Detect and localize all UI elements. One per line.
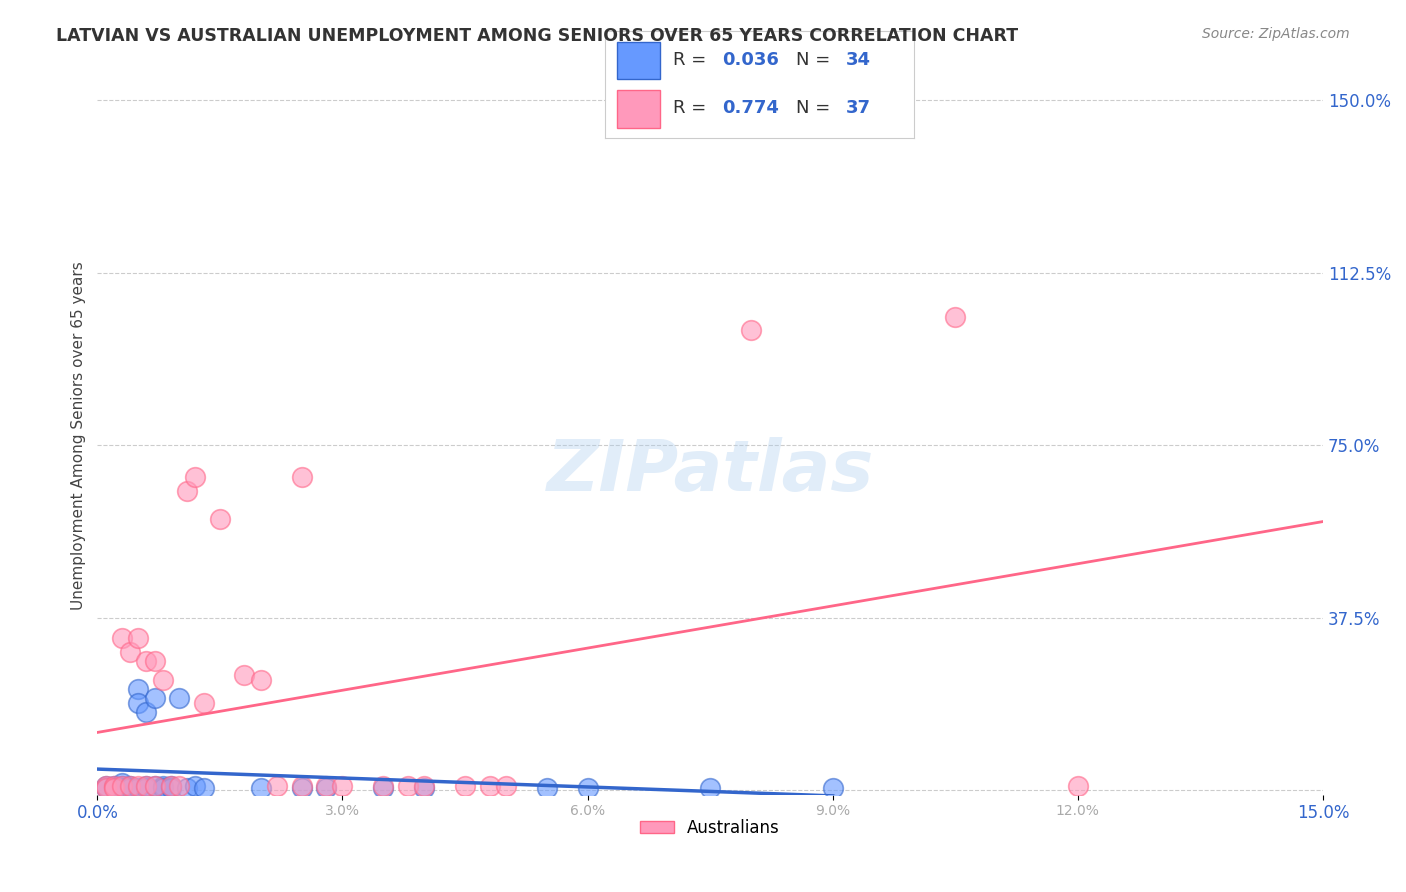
Point [143, 654, 166, 668]
Point [135, 779, 157, 793]
Point [396, 779, 419, 793]
Point [208, 512, 231, 526]
Text: Source: ZipAtlas.com: Source: ZipAtlas.com [1202, 27, 1350, 41]
Point [111, 632, 134, 646]
Point [176, 780, 198, 795]
Point [118, 645, 141, 659]
Point [478, 779, 501, 793]
Point [176, 484, 198, 499]
Point [821, 780, 844, 795]
Point [249, 673, 271, 687]
Point [103, 779, 125, 793]
Point [103, 780, 125, 795]
Point [160, 780, 183, 795]
Text: 34: 34 [846, 51, 870, 69]
Point [373, 780, 395, 795]
Text: N =: N = [796, 99, 837, 117]
Text: 37: 37 [846, 99, 870, 117]
Point [135, 705, 157, 719]
Point [291, 470, 314, 484]
Point [315, 779, 337, 793]
Point [111, 779, 134, 793]
Point [143, 779, 166, 793]
Point [118, 779, 141, 793]
Point [315, 780, 337, 795]
Point [127, 779, 149, 793]
Point [249, 780, 271, 795]
Point [167, 779, 190, 793]
FancyBboxPatch shape [617, 42, 661, 79]
Point [94, 779, 117, 793]
Point [160, 779, 183, 793]
Y-axis label: Unemployment Among Seniors over 65 years: Unemployment Among Seniors over 65 years [72, 261, 86, 610]
Point [373, 779, 395, 793]
Point [699, 780, 721, 795]
Point [152, 779, 174, 793]
Point [94, 780, 117, 795]
Point [495, 779, 517, 793]
Point [413, 779, 436, 793]
Point [160, 779, 183, 793]
Point [118, 779, 141, 793]
Point [332, 779, 354, 793]
Text: LATVIAN VS AUSTRALIAN UNEMPLOYMENT AMONG SENIORS OVER 65 YEARS CORRELATION CHART: LATVIAN VS AUSTRALIAN UNEMPLOYMENT AMONG… [56, 27, 1018, 45]
Text: 0.036: 0.036 [723, 51, 779, 69]
Point [193, 696, 215, 710]
Point [266, 779, 288, 793]
Point [118, 780, 141, 795]
Point [536, 780, 558, 795]
Point [152, 780, 174, 795]
Point [135, 654, 157, 668]
Point [152, 673, 174, 687]
Legend: Australians: Australians [634, 813, 786, 844]
Point [111, 776, 134, 790]
FancyBboxPatch shape [617, 90, 661, 128]
Point [143, 779, 166, 793]
Point [127, 632, 149, 646]
Point [143, 691, 166, 706]
Point [454, 779, 477, 793]
Point [233, 668, 256, 682]
Text: ZIPatlas: ZIPatlas [547, 437, 873, 507]
Point [94, 780, 117, 795]
Point [103, 779, 125, 793]
Point [111, 780, 134, 795]
Point [740, 323, 762, 337]
Point [291, 780, 314, 795]
Point [184, 779, 207, 793]
Text: R =: R = [672, 51, 711, 69]
Text: 0.774: 0.774 [723, 99, 779, 117]
Point [127, 696, 149, 710]
Point [193, 780, 215, 795]
Point [127, 780, 149, 795]
Point [127, 681, 149, 696]
Point [111, 779, 134, 793]
Point [291, 779, 314, 793]
Point [943, 310, 966, 324]
Point [413, 780, 436, 795]
Point [184, 470, 207, 484]
Point [167, 691, 190, 706]
Point [135, 779, 157, 793]
Text: N =: N = [796, 51, 837, 69]
Point [103, 780, 125, 795]
Point [1067, 779, 1090, 793]
Point [135, 780, 157, 795]
Point [94, 779, 117, 793]
Point [576, 780, 599, 795]
Text: R =: R = [672, 99, 711, 117]
